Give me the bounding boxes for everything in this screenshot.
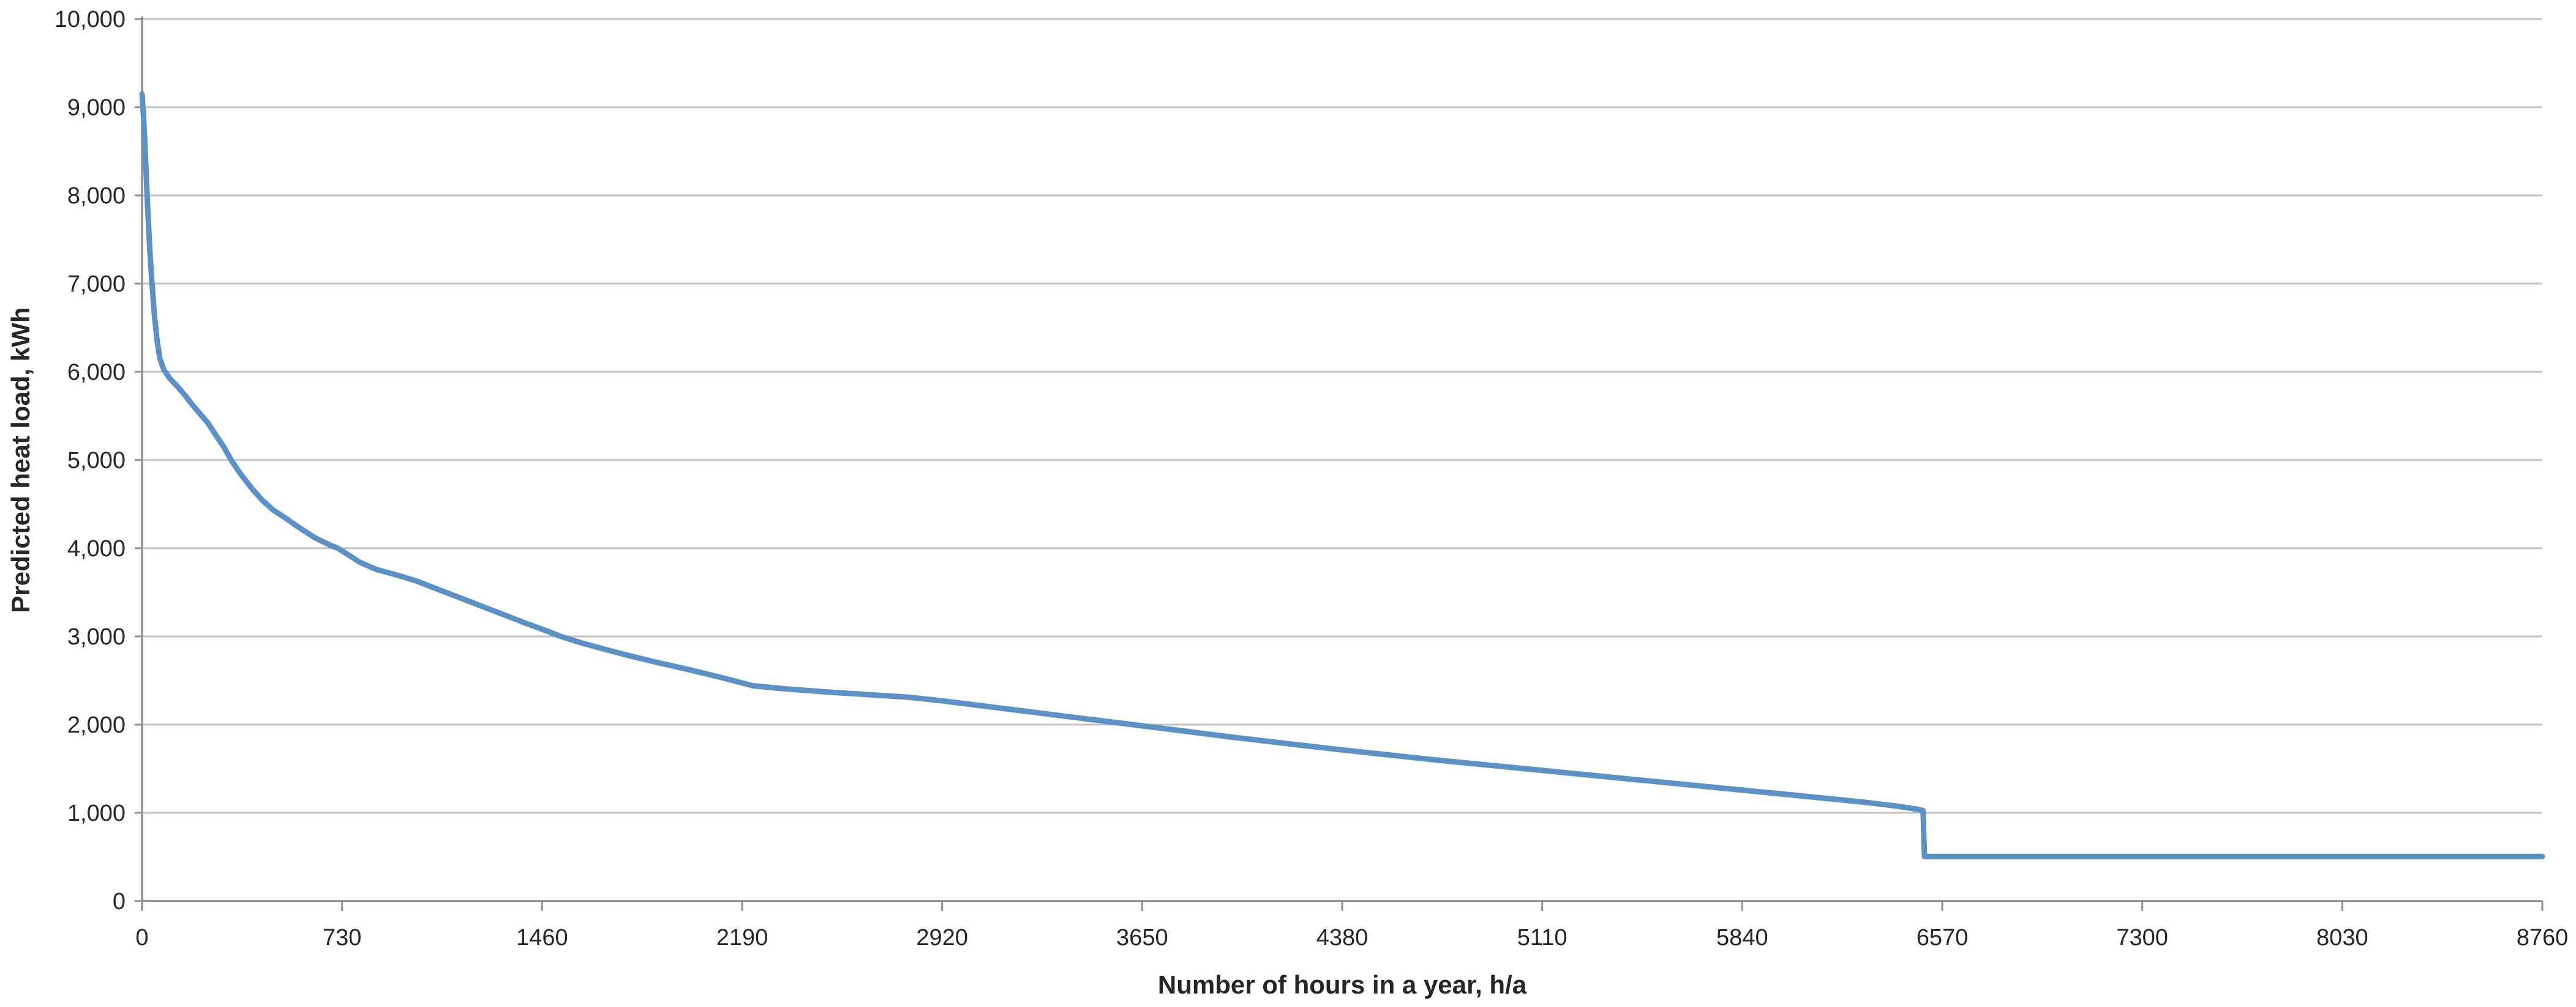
gridlines-layer xyxy=(142,18,2542,814)
y-tick-label: 6,000 xyxy=(67,360,126,385)
y-tick-label: 10,000 xyxy=(54,7,126,32)
tick-labels-layer: 0 1,000 2,000 3,000 4,000 5,000 6,000 7,000 8,00… xyxy=(54,7,2569,951)
series-layer xyxy=(139,91,2545,859)
x-tick-label: 5110 xyxy=(1517,925,1568,951)
y-tick-label: 2,000 xyxy=(67,712,126,738)
y-tick-label: 0 xyxy=(113,889,126,915)
x-tick-label: 3650 xyxy=(1116,925,1168,951)
y-tick-label: 5,000 xyxy=(67,448,126,473)
axes-layer xyxy=(135,17,2544,911)
x-tick-label: 0 xyxy=(135,925,148,951)
y-tick-label: 1,000 xyxy=(67,801,126,826)
x-tick-label: 7300 xyxy=(2116,925,2168,951)
y-tick-label: 3,000 xyxy=(67,624,126,650)
x-tick-label: 1460 xyxy=(516,925,568,951)
x-tick-label: 6570 xyxy=(1917,925,1969,951)
x-tick-label: 5840 xyxy=(1716,925,1768,951)
x-tick-label: 2190 xyxy=(716,925,768,951)
x-axis-title: Number of hours in a year, h/a xyxy=(1158,970,1527,999)
y-axis-title: Predicted heat load, kWh xyxy=(6,307,35,613)
y-tick-label: 9,000 xyxy=(67,95,126,121)
x-tick-label: 8760 xyxy=(2517,925,2569,951)
x-tick-label: 730 xyxy=(323,925,361,951)
y-tick-label: 4,000 xyxy=(67,536,126,562)
x-tick-label: 2920 xyxy=(916,925,968,951)
x-tick-label: 4380 xyxy=(1316,925,1369,951)
heat-load-curve xyxy=(139,91,2545,859)
y-tick-label: 7,000 xyxy=(67,271,126,297)
y-tick-label: 8,000 xyxy=(67,183,126,209)
x-tick-label: 8030 xyxy=(2316,925,2368,951)
